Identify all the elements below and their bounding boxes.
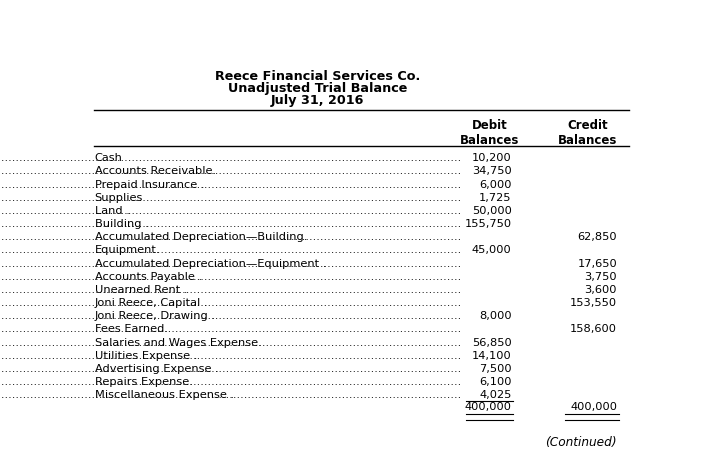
Text: Unadjusted Trial Balance: Unadjusted Trial Balance (228, 82, 407, 95)
Text: Equipment.: Equipment. (94, 246, 160, 256)
Text: 7,500: 7,500 (479, 364, 512, 374)
Text: ................................................................................: ........................................… (0, 246, 462, 256)
Text: Credit
Balances: Credit Balances (558, 119, 618, 147)
Text: Accounts Payable .: Accounts Payable . (94, 272, 202, 282)
Text: 34,750: 34,750 (472, 166, 512, 176)
Text: 14,100: 14,100 (472, 351, 512, 361)
Text: ................................................................................: ........................................… (0, 324, 462, 334)
Text: (Continued): (Continued) (546, 436, 617, 449)
Text: ................................................................................: ........................................… (0, 193, 462, 203)
Text: Prepaid Insurance .: Prepaid Insurance . (94, 180, 204, 190)
Text: ................................................................................: ........................................… (0, 272, 462, 282)
Text: 400,000: 400,000 (465, 402, 512, 412)
Text: 62,850: 62,850 (577, 232, 617, 242)
Text: Unearned Rent .: Unearned Rent . (94, 285, 188, 295)
Text: Joni Reece, Capital .: Joni Reece, Capital . (94, 298, 208, 308)
Text: Reece Financial Services Co.: Reece Financial Services Co. (215, 70, 420, 83)
Text: ................................................................................: ........................................… (0, 232, 462, 242)
Text: ................................................................................: ........................................… (0, 390, 462, 400)
Text: ................................................................................: ........................................… (0, 364, 462, 374)
Text: ................................................................................: ........................................… (0, 166, 462, 176)
Text: Joni Reece, Drawing .: Joni Reece, Drawing . (94, 311, 216, 321)
Text: Salaries and Wages Expense.: Salaries and Wages Expense. (94, 338, 262, 348)
Text: Utilities Expense .: Utilities Expense . (94, 351, 197, 361)
Text: ................................................................................: ........................................… (0, 377, 462, 387)
Text: Miscellaneous Expense .: Miscellaneous Expense . (94, 390, 234, 400)
Text: ................................................................................: ........................................… (0, 206, 462, 216)
Text: Accumulated Depreciation—Building.: Accumulated Depreciation—Building. (94, 232, 307, 242)
Text: 4,025: 4,025 (479, 390, 512, 400)
Text: 50,000: 50,000 (472, 206, 512, 216)
Text: 6,000: 6,000 (479, 180, 512, 190)
Text: 3,600: 3,600 (584, 285, 617, 295)
Text: ................................................................................: ........................................… (0, 298, 462, 308)
Text: 3,750: 3,750 (584, 272, 617, 282)
Text: ................................................................................: ........................................… (0, 219, 462, 229)
Text: Accumulated Depreciation—Equipment .: Accumulated Depreciation—Equipment . (94, 258, 326, 268)
Text: 158,600: 158,600 (570, 324, 617, 334)
Text: Accounts Receivable.: Accounts Receivable. (94, 166, 216, 176)
Text: Supplies: Supplies (94, 193, 143, 203)
Text: ................................................................................: ........................................… (0, 311, 462, 321)
Text: Land .: Land . (94, 206, 130, 216)
Text: 400,000: 400,000 (570, 402, 617, 412)
Text: Cash: Cash (94, 153, 123, 163)
Text: ................................................................................: ........................................… (0, 338, 462, 348)
Text: ................................................................................: ........................................… (0, 258, 462, 268)
Text: July 31, 2016: July 31, 2016 (271, 94, 364, 107)
Text: 56,850: 56,850 (472, 338, 512, 348)
Text: 1,725: 1,725 (479, 193, 512, 203)
Text: Advertising Expense .: Advertising Expense . (94, 364, 219, 374)
Text: Debit
Balances: Debit Balances (460, 119, 520, 147)
Text: Repairs Expense.: Repairs Expense. (94, 377, 192, 387)
Text: 153,550: 153,550 (570, 298, 617, 308)
Text: 17,650: 17,650 (577, 258, 617, 268)
Text: 45,000: 45,000 (472, 246, 512, 256)
Text: 6,100: 6,100 (479, 377, 512, 387)
Text: 8,000: 8,000 (479, 311, 512, 321)
Text: 155,750: 155,750 (465, 219, 512, 229)
Text: ................................................................................: ........................................… (0, 285, 462, 295)
Text: Building .: Building . (94, 219, 149, 229)
Text: ................................................................................: ........................................… (0, 153, 462, 163)
Text: 10,200: 10,200 (472, 153, 512, 163)
Text: Fees Earned.: Fees Earned. (94, 324, 168, 334)
Text: ................................................................................: ........................................… (0, 351, 462, 361)
Text: ................................................................................: ........................................… (0, 180, 462, 190)
